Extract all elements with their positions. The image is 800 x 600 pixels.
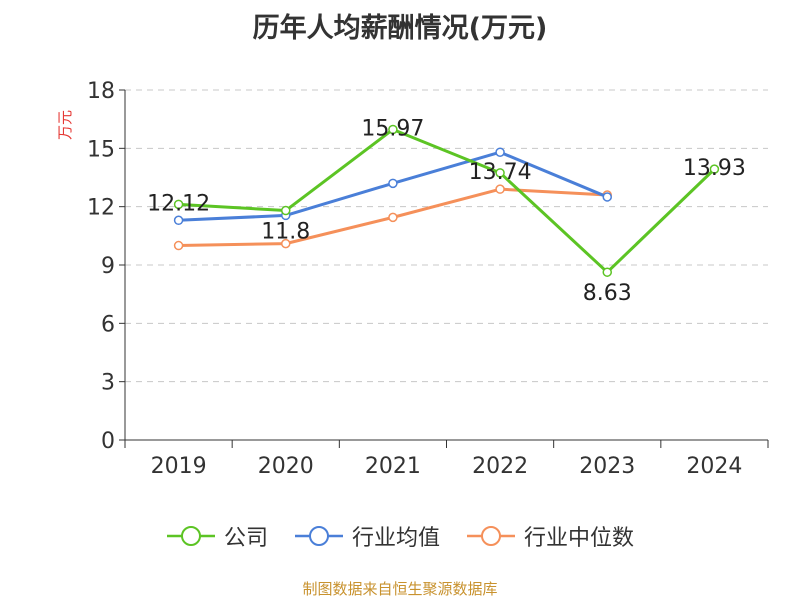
legend-label: 行业均值 — [351, 526, 440, 551]
legend-item[interactable]: 公司 — [166, 520, 268, 552]
legend-line-icon — [467, 526, 515, 546]
data-point — [173, 215, 184, 226]
data-label: 13.74 — [469, 160, 532, 185]
y-axis-label: 万元 — [56, 110, 74, 140]
data-point — [388, 212, 398, 223]
data-point — [173, 199, 184, 210]
x-tick-label: 2021 — [365, 454, 421, 479]
legend-label: 公司 — [223, 526, 268, 551]
x-tick-label: 2019 — [151, 454, 207, 479]
data-label: 15.97 — [361, 116, 424, 141]
data-label: 11.8 — [261, 220, 310, 245]
data-point — [281, 238, 291, 249]
x-tick-label: 2023 — [579, 454, 635, 479]
data-point — [709, 164, 720, 174]
legend-line-icon — [294, 526, 343, 546]
data-point — [495, 147, 505, 157]
data-point — [602, 267, 612, 277]
x-tick-label: 2020 — [258, 454, 314, 479]
data-point — [495, 168, 505, 178]
data-point — [173, 240, 184, 251]
legend: 公司 行业均值 行业中位数 — [0, 520, 800, 552]
legend-item[interactable]: 行业中位数 — [466, 520, 634, 552]
data-label: 12.12 — [147, 191, 210, 216]
data-point — [602, 192, 612, 202]
y-tick-label: 0 — [101, 429, 115, 454]
legend-label: 行业中位数 — [524, 526, 635, 551]
data-point — [388, 178, 398, 189]
x-tick-label: 2022 — [472, 454, 528, 479]
y-tick-label: 12 — [87, 196, 115, 221]
legend-item[interactable]: 行业均值 — [294, 520, 440, 552]
series-line — [178, 127, 716, 274]
y-tick-label: 18 — [87, 79, 115, 104]
y-tick-label: 15 — [87, 137, 115, 162]
y-tick-label: 3 — [101, 371, 115, 396]
source-note: 制图数据来自恒生聚源数据库 — [302, 580, 498, 598]
data-label: 8.63 — [583, 281, 632, 306]
chart-title: 历年人均薪酬情况(万元) — [252, 13, 548, 44]
data-label: 13.93 — [683, 156, 746, 181]
y-tick-label: 9 — [101, 254, 115, 279]
legend-line-icon — [166, 526, 215, 546]
y-tick-label: 6 — [101, 312, 115, 337]
data-point — [495, 184, 505, 194]
data-point — [388, 124, 398, 135]
data-point — [281, 205, 291, 216]
x-tick-label: 2024 — [686, 454, 742, 479]
